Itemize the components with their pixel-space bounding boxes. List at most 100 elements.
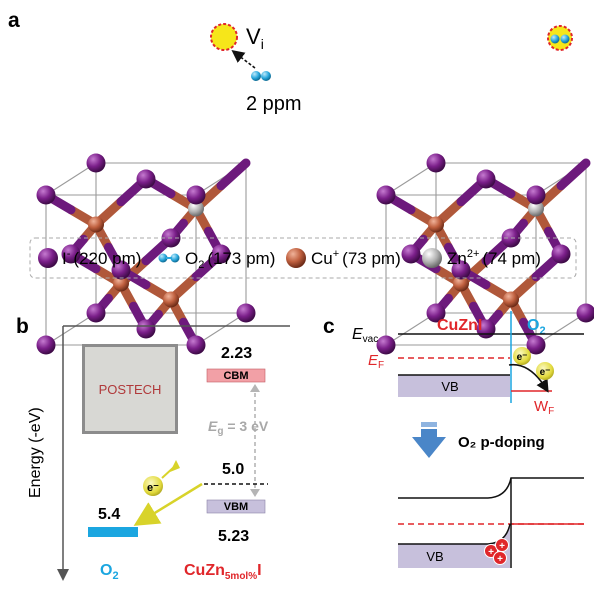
copper-atom (453, 275, 469, 292)
legend-zinc: Zn2+ (74 pm) (422, 248, 541, 268)
unit-cell-edge (45, 312, 97, 346)
unit-cell-edge (535, 312, 587, 346)
vacancy-site-left (210, 23, 238, 51)
iodide-atom (526, 185, 546, 205)
legend-box (29, 237, 577, 279)
unit-cell-edge (385, 312, 437, 346)
unit-cell-edge (385, 162, 437, 196)
copper-icon (286, 248, 306, 268)
evac-label: Evac (352, 326, 378, 345)
iodide-atom (111, 260, 131, 280)
cbm-band (206, 368, 266, 383)
iodide-atom (576, 303, 594, 323)
hole-icon-3: + (493, 551, 507, 565)
svg-text:Cu+(73 pm): Cu+ (73 pm) (311, 248, 401, 268)
bandgap-label: Eg = 3 eV (208, 418, 269, 437)
o2-level-bar (88, 527, 138, 537)
copper-atom (88, 216, 104, 233)
doping-arrow (412, 422, 446, 458)
zinc-icon (422, 248, 442, 268)
vacancy-site-right (547, 25, 573, 51)
film-photo (85, 347, 175, 431)
cbm-value: 2.23 (221, 345, 252, 362)
crystal-structure-left (36, 153, 256, 355)
copper-atom (428, 216, 444, 233)
legend-copper: Cu+ (73 pm) (286, 248, 401, 268)
energy-axis-label: Energy (-eV) (27, 407, 44, 498)
cu-i-bond (556, 158, 591, 191)
material-axis-label: CuZn5mol%I (184, 562, 262, 582)
iodide-atom (476, 169, 496, 189)
film-logo-text: POSTECH (99, 382, 162, 397)
o2-amount-label: 2 ppm (246, 93, 302, 115)
cuzni-label: CuZnI (437, 317, 482, 334)
electron-small-arrow-shaft (161, 466, 175, 479)
iodide-atom (136, 169, 156, 189)
svg-text:O2(173 pm): O2 (173 pm) (185, 249, 275, 271)
legend-oxygen: O2 (173 pm) (158, 249, 275, 271)
iodide-atom (36, 335, 56, 355)
copper-atom (503, 291, 519, 308)
iodide-atom (86, 153, 106, 173)
svg-text:Zn2+(74 pm): Zn2+ (74 pm) (447, 248, 541, 268)
cu-i-bond (216, 158, 251, 191)
iodide-atom (236, 303, 256, 323)
o2-axis-label: O2 (100, 562, 119, 582)
svg-text:+: + (499, 541, 505, 552)
vb-label-top: VB (441, 379, 458, 394)
svg-text:+: + (488, 547, 494, 558)
vb-label-bottom: VB (426, 549, 443, 564)
bandgap-arrow-down (250, 489, 260, 497)
svg-text:e⁻: e⁻ (517, 352, 528, 363)
panel-a-letter: a (8, 9, 20, 32)
o2-icon (158, 253, 180, 263)
iodide-atom (526, 335, 546, 355)
electron-transfer-arrow-c (508, 363, 549, 393)
electron-icon-b: e⁻ (143, 476, 163, 496)
electron-icon-c2: e⁻ (536, 362, 554, 380)
copper-atom (163, 291, 179, 308)
iodide-atom (36, 185, 56, 205)
crystal-structure-right (376, 153, 594, 355)
electron-icon-c1: e⁻ (513, 347, 531, 365)
o2-level-value: 5.4 (98, 506, 120, 523)
panel-c-letter: c (323, 315, 335, 338)
hole-icon-2: + (495, 538, 509, 552)
bandgap-arrow-up (250, 384, 260, 392)
vb-edge-bottom (398, 523, 511, 545)
svg-text:+: + (497, 554, 503, 565)
o2-molecule-free (251, 71, 271, 81)
svg-text:I-(220 pm): I- (220 pm) (62, 248, 141, 268)
vbm-band (206, 499, 266, 514)
fermi-value: 5.0 (222, 461, 244, 478)
unit-cell-edge (45, 162, 97, 196)
cbm-label: CBM (223, 370, 248, 382)
iodide-atom (136, 319, 156, 339)
iodide-atom (426, 153, 446, 173)
doping-label: O₂ p-doping (458, 434, 545, 451)
vbm-label: VBM (224, 501, 248, 513)
iodide-atom (376, 185, 396, 205)
vb-band-top (398, 375, 510, 397)
iodide-atom (426, 303, 446, 323)
iodide-atom (401, 244, 421, 264)
electron-transfer-arrow (133, 482, 203, 526)
iodide-icon (38, 248, 58, 268)
wf-label: WF (534, 398, 554, 417)
ef-label: EF (368, 352, 384, 371)
vacancy-label: Vi (246, 24, 264, 52)
unit-cell-edge (195, 312, 247, 346)
iodide-atom (186, 335, 206, 355)
svg-text:e⁻: e⁻ (540, 367, 551, 378)
iodide-atom (451, 260, 471, 280)
panel-b-letter: b (16, 315, 29, 338)
vb-band-bottom (398, 524, 510, 568)
iodide-atom (186, 185, 206, 205)
copper-atom (113, 275, 129, 292)
o2-label-c: O2 (527, 317, 546, 337)
iodide-atom (61, 244, 81, 264)
svg-text:e⁻: e⁻ (147, 482, 159, 494)
o2-molecule-in-vacancy (550, 34, 570, 44)
iodide-atom (376, 335, 396, 355)
